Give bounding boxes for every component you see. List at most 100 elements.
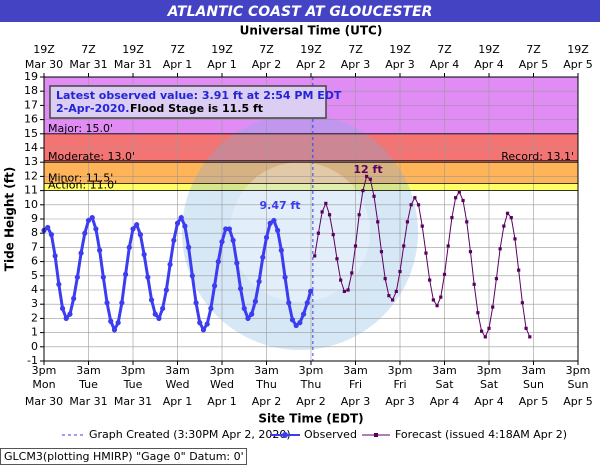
observed-point	[260, 254, 266, 260]
forecast-point	[365, 174, 369, 178]
observed-point	[104, 300, 110, 306]
forecast-point	[520, 301, 524, 305]
observed-point	[67, 311, 73, 317]
x-tick-date: Apr 5	[563, 395, 593, 408]
forecast-point	[509, 215, 513, 220]
forecast-point	[450, 215, 454, 220]
forecast-point	[454, 196, 458, 200]
observed-point	[245, 315, 251, 321]
x2-tick-label: 19Z	[478, 43, 500, 56]
observed-point	[45, 224, 51, 231]
x-tick-day: Fri	[349, 378, 362, 391]
y-tick-label: 17	[24, 98, 38, 111]
x2-tick-label: 7Z	[81, 43, 96, 56]
observed-point	[286, 300, 292, 306]
forecast-point	[439, 295, 443, 299]
forecast-point	[383, 277, 387, 281]
forecast-point	[498, 247, 502, 251]
forecast-point	[339, 278, 343, 282]
flood-label: Moderate: 13.0'	[48, 150, 135, 163]
x2-tick-label: 7Z	[526, 43, 541, 56]
observed-point	[308, 288, 314, 294]
y-tick-label: 6	[31, 255, 38, 268]
forecast-point	[442, 272, 447, 276]
observed-point	[97, 247, 103, 253]
x2-tick-date: Apr 3	[385, 58, 415, 71]
observed-point	[182, 223, 188, 229]
y-tick-label: 16	[24, 113, 38, 126]
observed-point	[271, 217, 277, 224]
observed-point	[119, 300, 125, 306]
observed-point	[263, 234, 270, 241]
info-text: 2-Apr-2020.	[56, 102, 129, 115]
forecast-point	[420, 224, 424, 228]
observed-point	[193, 300, 199, 306]
forecast-point	[528, 335, 532, 339]
observed-point	[141, 251, 147, 258]
x-tick-day: Sat	[480, 378, 499, 391]
x2-tick-date: Mar 31	[69, 58, 107, 71]
y-tick-label: -1	[27, 354, 38, 367]
forecast-point	[413, 196, 417, 200]
x2-tick-date: Apr 2	[296, 58, 326, 71]
observed-point	[252, 298, 258, 304]
observed-point	[111, 327, 118, 333]
y-tick-label: 2	[31, 311, 38, 324]
x2-tick-date: Apr 1	[207, 58, 237, 71]
x2-tick-date: Apr 1	[163, 58, 193, 71]
observed-point	[237, 285, 244, 292]
forecast-point	[357, 213, 361, 217]
observed-point	[215, 259, 221, 265]
y-tick-label: 12	[24, 169, 38, 182]
observed-point	[241, 305, 247, 312]
observed-point	[93, 226, 99, 232]
x-tick-label: 3pm	[32, 364, 57, 377]
x-tick-label: 3pm	[210, 364, 235, 377]
legend-label: Observed	[304, 428, 357, 441]
x2-tick-date: Mar 31	[114, 58, 152, 71]
forecast-point	[424, 251, 428, 255]
x-tick-day: Sat	[435, 378, 454, 391]
forecast-point	[468, 250, 473, 254]
annotation: 12 ft	[353, 163, 382, 176]
y-tick-label: 7	[31, 240, 38, 253]
observed-point	[130, 226, 136, 232]
y-tick-label: 18	[24, 84, 38, 97]
x-tick-label: 3pm	[121, 364, 146, 377]
x-tick-day: Mon	[32, 378, 55, 391]
observed-point	[178, 214, 184, 221]
x2-axis-title: Universal Time (UTC)	[240, 24, 383, 38]
y-tick-label: 8	[31, 226, 38, 239]
forecast-point	[313, 254, 317, 258]
info-box	[49, 85, 327, 119]
observed-point	[249, 311, 255, 317]
x-tick-date: Apr 4	[430, 395, 460, 408]
x2-tick-label: 19Z	[33, 43, 55, 56]
forecast-point	[390, 298, 395, 302]
x2-tick-date: Apr 5	[519, 58, 549, 71]
x-tick-day: Sun	[568, 378, 589, 391]
x-tick-label: 3am	[432, 364, 456, 377]
observed-point	[223, 226, 229, 232]
x-tick-date: Apr 1	[163, 395, 193, 408]
legend-label: Forecast (issued 4:18AM Apr 2)	[395, 428, 567, 441]
x2-tick-date: Apr 2	[252, 58, 282, 71]
x-tick-label: 3pm	[477, 364, 502, 377]
y-axis-title: Tide Height (ft)	[3, 167, 17, 271]
observed-point	[100, 274, 106, 280]
x2-tick-label: 19Z	[211, 43, 233, 56]
observed-point	[122, 271, 129, 277]
x-tick-day: Tue	[78, 378, 98, 391]
observed-point	[148, 297, 155, 303]
forecast-point	[513, 237, 517, 241]
forecast-point	[342, 289, 346, 294]
x2-tick-label: 7Z	[259, 43, 274, 56]
flood-label: Minor: 11.5'	[48, 172, 113, 185]
forecast-point	[316, 231, 321, 235]
x-tick-date: Apr 3	[341, 395, 371, 408]
forecast-point	[487, 326, 491, 330]
forecast-point	[372, 194, 376, 198]
forecast-point	[517, 268, 521, 272]
forecast-point	[461, 198, 465, 203]
forecast-point	[335, 257, 339, 261]
